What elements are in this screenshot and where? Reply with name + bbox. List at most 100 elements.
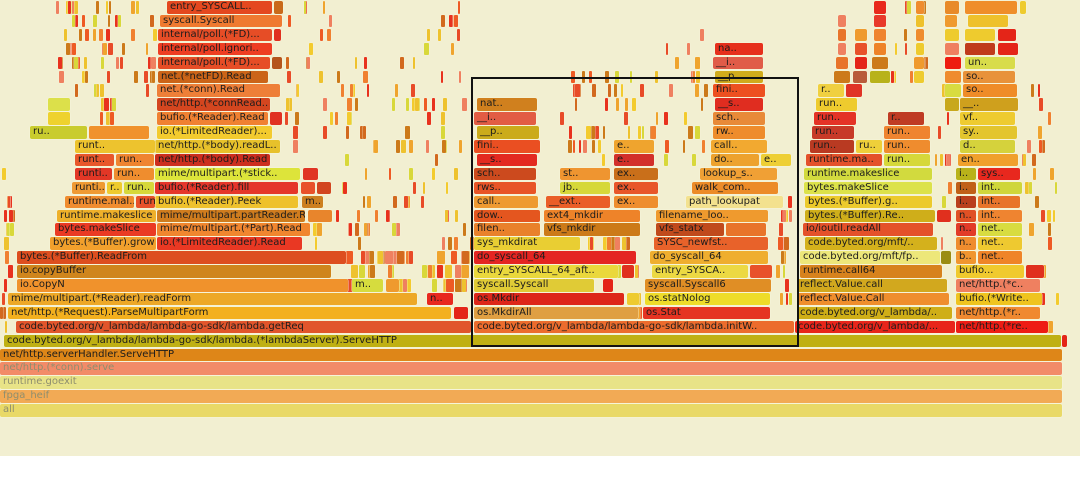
flame-bar-int[interactable]: int.. (978, 181, 1022, 195)
flame-bar-net[interactable]: net.. (978, 251, 1022, 264)
flame-bar-bufio-reader-read[interactable]: bufio.(*Reader).Read (157, 112, 268, 125)
flame-bar-net-http-conn-serve[interactable]: net/http.(*conn).serve (0, 362, 1062, 375)
flame-bar-os-stat[interactable]: os.Stat (643, 306, 770, 320)
selection-box[interactable] (471, 77, 799, 347)
flame-bar-code-byted-org-v-lambda-lambda-go-sdk-lambda-lambdaserver-servehttp[interactable]: code.byted.org/v_lambda/lambda-go-sdk/la… (4, 334, 1061, 348)
flame-bar-net-http-c[interactable]: net/http.(*c.. (956, 279, 1040, 292)
flame-bar[interactable] (916, 28, 924, 42)
flame-bar-runt[interactable]: runt.. (75, 140, 155, 153)
flame-bar-run[interactable]: run.. (884, 140, 930, 153)
flame-bar[interactable] (945, 84, 961, 97)
flame-bar-do[interactable]: do.. (711, 153, 759, 167)
flame-bar[interactable] (838, 28, 846, 42)
flame-bar-net-http-serverhandler-servehttp[interactable]: net/http.serverHandler.ServeHTTP (0, 348, 1062, 362)
flame-bar-i[interactable]: i.. (956, 181, 976, 195)
flame-bar-bufio[interactable]: bufio... (956, 265, 1024, 278)
flame-bar-mime-multipart-reader-readform[interactable]: mime/multipart.(*Reader).readForm (8, 292, 417, 306)
flame-bar-run[interactable]: run.. (810, 140, 854, 153)
flame-bar-ext4-mkdir[interactable]: ext4_mkdir (544, 209, 640, 223)
flame-bar-net-http-request-parsemultipartform[interactable]: net/http.(*Request).ParseMultipartForm (8, 306, 451, 320)
flame-bar[interactable] (303, 167, 318, 181)
flame-bar-n[interactable]: n.. (956, 237, 976, 250)
flame-bar[interactable] (846, 84, 862, 97)
flame-bar-net-http-body-read[interactable]: net/http.(*body).Read (155, 153, 270, 167)
flame-bar-filen[interactable]: filen.. (474, 223, 540, 236)
flame-bar[interactable] (838, 14, 846, 28)
flame-bar-syscall-syscall6[interactable]: syscall.Syscall6 (645, 279, 771, 292)
flame-bar-syscall-syscall[interactable]: syscall.Syscall (160, 14, 282, 28)
flame-bar-net-netfd-read[interactable]: net.(*netFD).Read (158, 70, 268, 84)
flame-bar[interactable] (603, 279, 613, 292)
flame-bar-run[interactable]: run.. (816, 98, 857, 111)
flame-bar[interactable] (308, 209, 332, 223)
flame-bar-i[interactable]: i.. (956, 195, 976, 209)
flame-bar-internal-poll-ignori[interactable]: internal/poll.ignori.. (158, 42, 272, 56)
flame-bar[interactable] (627, 292, 639, 306)
flame-bar-int[interactable]: int.. (978, 195, 1020, 209)
flamegraph-canvas[interactable]: entry_SYSCALL.. syscall.Syscall internal/p… (0, 0, 1080, 456)
flame-bar[interactable] (855, 42, 867, 56)
flame-bar-lookup-s[interactable]: lookup_s.. (700, 167, 777, 181)
flame-bar-bytes-buffer-grow[interactable]: bytes.(*Buffer).grow (50, 237, 156, 250)
flame-bar-net[interactable]: net.. (978, 223, 1022, 236)
flame-bar[interactable] (874, 42, 886, 56)
flame-bar-r[interactable]: r.. (888, 112, 924, 125)
flame-bar-runtime-mal[interactable]: runtime.mal.. (65, 195, 134, 209)
flame-bar-int[interactable]: int.. (978, 209, 1022, 223)
flame-bar[interactable] (853, 70, 867, 84)
flame-bar-dow[interactable]: dow.. (474, 209, 540, 223)
flame-bar[interactable] (454, 306, 468, 320)
flame-bar-run[interactable]: run.. (124, 181, 154, 195)
flame-bar-i[interactable]: i.. (956, 167, 976, 181)
flame-bar[interactable] (1020, 1, 1026, 14)
flame-bar-net-conn-read[interactable]: net.(*conn).Read (157, 84, 280, 97)
flame-bar-ru[interactable]: ru.. (30, 126, 87, 139)
flame-bar-net-http-body-readl[interactable]: net/http.(*body).readL.. (155, 140, 280, 153)
flame-bar[interactable] (274, 28, 281, 42)
flame-bar-sch[interactable]: sch.. (474, 167, 536, 181)
flame-bar-r[interactable]: r.. (818, 84, 844, 97)
flame-bar[interactable] (874, 14, 886, 28)
flame-bar[interactable] (301, 181, 315, 195)
flame-bar-b[interactable]: b.. (956, 251, 976, 264)
flame-bar-na[interactable]: na.. (715, 42, 763, 56)
flame-bar[interactable] (968, 14, 1008, 28)
flame-bar-un[interactable]: un.. (965, 56, 1015, 70)
flame-bar[interactable] (914, 56, 924, 70)
flame-bar-reflect-value-call[interactable]: reflect.Value.call (797, 279, 947, 292)
flame-bar-filename-loo[interactable]: filename_loo.. (656, 209, 768, 223)
flame-bar[interactable] (941, 251, 951, 264)
flame-bar-code-byted-org-v-lambda[interactable]: code.byted.org/v_lambda/.. (797, 306, 952, 320)
flame-bar-fini[interactable]: fini.. (474, 140, 540, 153)
flame-bar-entry-syscall-64-aft[interactable]: entry_SYSCALL_64_aft.. (474, 265, 618, 278)
flame-bar-bufio-reader-fill[interactable]: bufio.(*Reader).fill (155, 181, 298, 195)
flame-bar-bytes-makeslice[interactable]: bytes.makeSlice (55, 223, 156, 236)
flame-bar-bytes-buffer-g[interactable]: bytes.(*Buffer).g.. (805, 195, 932, 209)
flame-bar[interactable] (317, 181, 331, 195)
flame-bar[interactable] (916, 42, 924, 56)
flame-bar-runtime-ma[interactable]: runtime.ma.. (806, 153, 882, 167)
flame-bar-call[interactable]: call.. (711, 140, 767, 153)
flame-bar-n[interactable]: n.. (427, 292, 453, 306)
flame-bar[interactable] (1026, 265, 1044, 278)
flame-bar-sch[interactable]: sch.. (713, 112, 765, 125)
flame-bar-run[interactable]: run.. (812, 126, 854, 139)
flame-bar[interactable] (916, 14, 924, 28)
flame-bar-io-copybuffer[interactable]: io.copyBuffer (17, 265, 331, 278)
flame-bar-rws[interactable]: rws.. (474, 181, 536, 195)
flame-bar-rw[interactable]: rw.. (713, 126, 765, 139)
flame-bar-vf[interactable]: vf.. (960, 112, 1015, 125)
flame-bar-io-limitedreader[interactable]: io.(*LimitedReader)... (157, 126, 272, 139)
flame-bar-m[interactable]: m.. (352, 279, 383, 292)
flame-bar-call[interactable]: call.. (474, 195, 538, 209)
flame-bar-code-byted-org-mft-fp[interactable]: code.byted.org/mft/fp.. (800, 251, 940, 264)
flame-bar-path-lookupat[interactable]: path_lookupat (686, 195, 783, 209)
flame-bar[interactable] (998, 28, 1016, 42)
flame-bar-syscall-syscall[interactable]: syscall.Syscall (474, 279, 594, 292)
flame-bar-net-http-re[interactable]: net/http.(*re.. (956, 320, 1048, 334)
flame-bar-code-byted-org-v-lambda[interactable]: code.byted.org/v_lambda/... (795, 320, 955, 334)
flame-bar-st[interactable]: st.. (560, 167, 610, 181)
flame-bar-fpga-heif[interactable]: fpga_heif (0, 390, 1062, 403)
flame-bar[interactable] (855, 56, 867, 70)
flame-bar[interactable] (1062, 334, 1067, 348)
